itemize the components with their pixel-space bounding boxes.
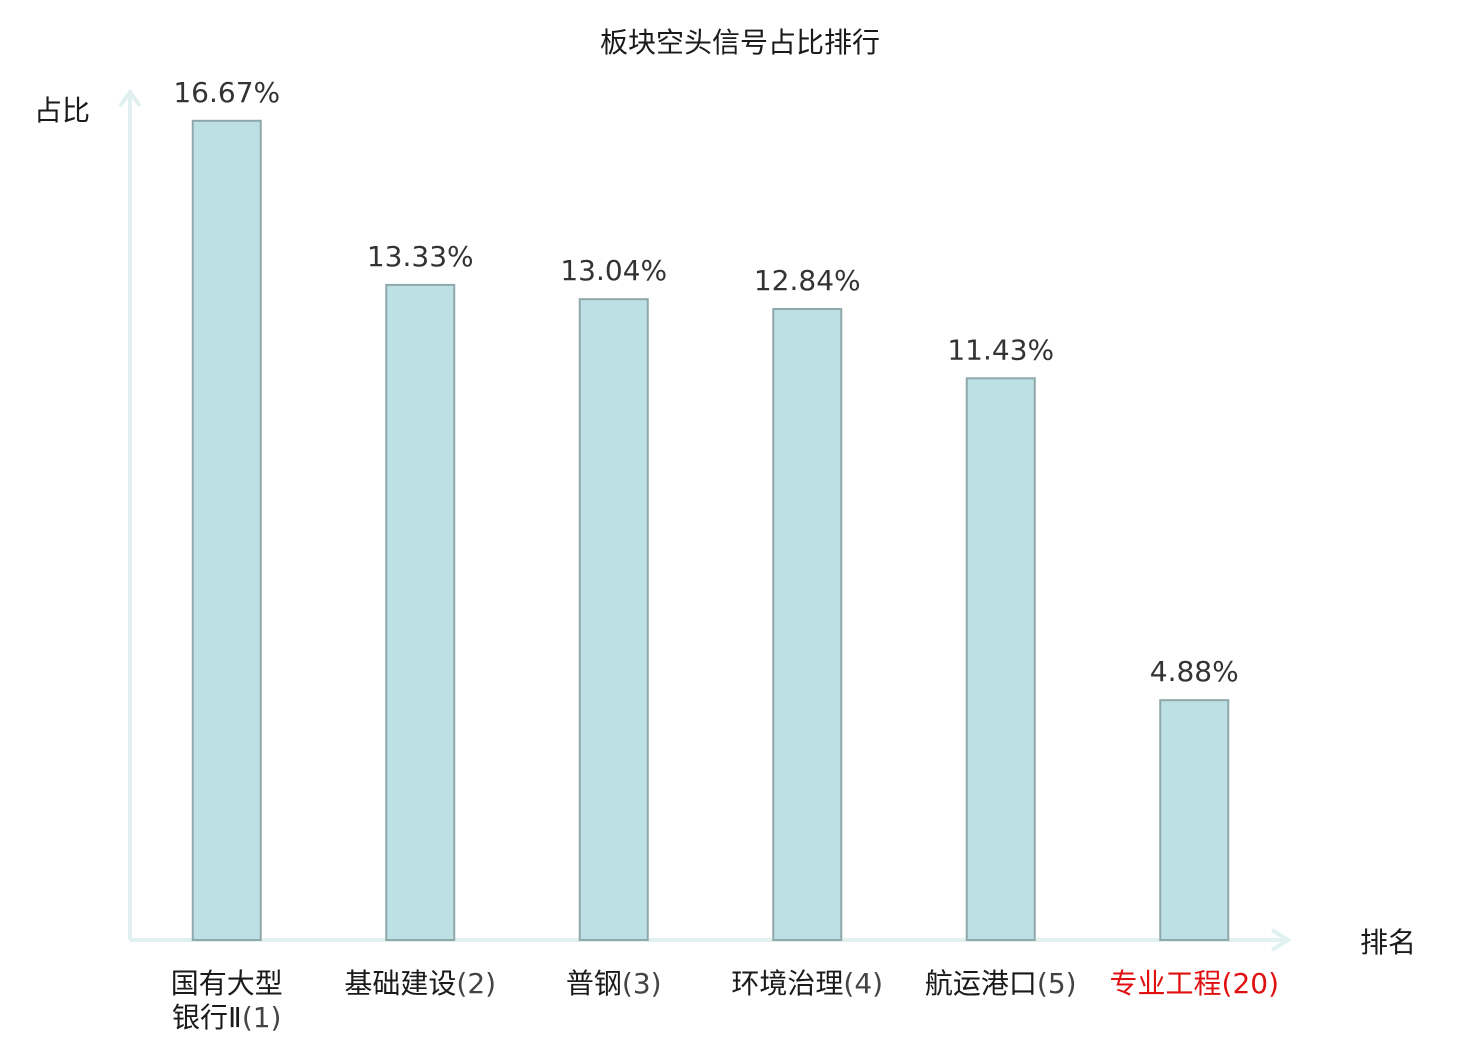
category-label: 环境治理(4) xyxy=(731,967,883,1000)
category-name: 国有大型 xyxy=(171,967,283,1000)
category-rank: (3) xyxy=(622,967,662,1000)
x-axis-label: 排名 xyxy=(1360,926,1416,959)
chart-title: 板块空头信号占比排行 xyxy=(600,26,880,59)
category-rank: (5) xyxy=(1037,967,1077,1000)
bar-value-label: 16.67% xyxy=(173,76,280,109)
bar xyxy=(385,283,456,941)
bar-value-label: 13.04% xyxy=(560,254,667,287)
bar-value-label: 11.43% xyxy=(947,333,1054,366)
category-rank: (4) xyxy=(843,967,883,1000)
category-label: 基础建设(2) xyxy=(344,967,496,1000)
category-name: 银行Ⅱ xyxy=(172,1001,242,1034)
bar-value-label: 13.33% xyxy=(367,240,474,273)
bar xyxy=(578,298,649,942)
category-rank: (1) xyxy=(242,1001,282,1034)
x-axis-arrow xyxy=(1270,928,1292,952)
category-label: 银行Ⅱ(1) xyxy=(172,1001,281,1034)
y-axis-label: 占比 xyxy=(34,94,90,127)
bar xyxy=(965,377,1036,942)
category-name: 普钢 xyxy=(566,967,622,1000)
bar xyxy=(772,308,843,941)
category-rank: (2) xyxy=(456,967,496,1000)
bar xyxy=(191,119,262,941)
category-rank: (20) xyxy=(1222,967,1279,1000)
category-label: 国有大型 xyxy=(171,967,283,1000)
category-label: 航运港口(5) xyxy=(925,967,1077,1000)
category-label: 专业工程(20) xyxy=(1110,967,1280,1000)
bar-value-label: 12.84% xyxy=(754,264,861,297)
category-name: 航运港口 xyxy=(925,967,1037,1000)
category-name: 基础建设 xyxy=(344,967,456,1000)
y-axis-arrow xyxy=(118,88,142,108)
category-name: 专业工程 xyxy=(1110,967,1222,1000)
category-name: 环境治理 xyxy=(731,967,843,1000)
category-label: 普钢(3) xyxy=(566,967,662,1000)
bar xyxy=(1159,699,1230,941)
bar-value-label: 4.88% xyxy=(1150,655,1239,688)
